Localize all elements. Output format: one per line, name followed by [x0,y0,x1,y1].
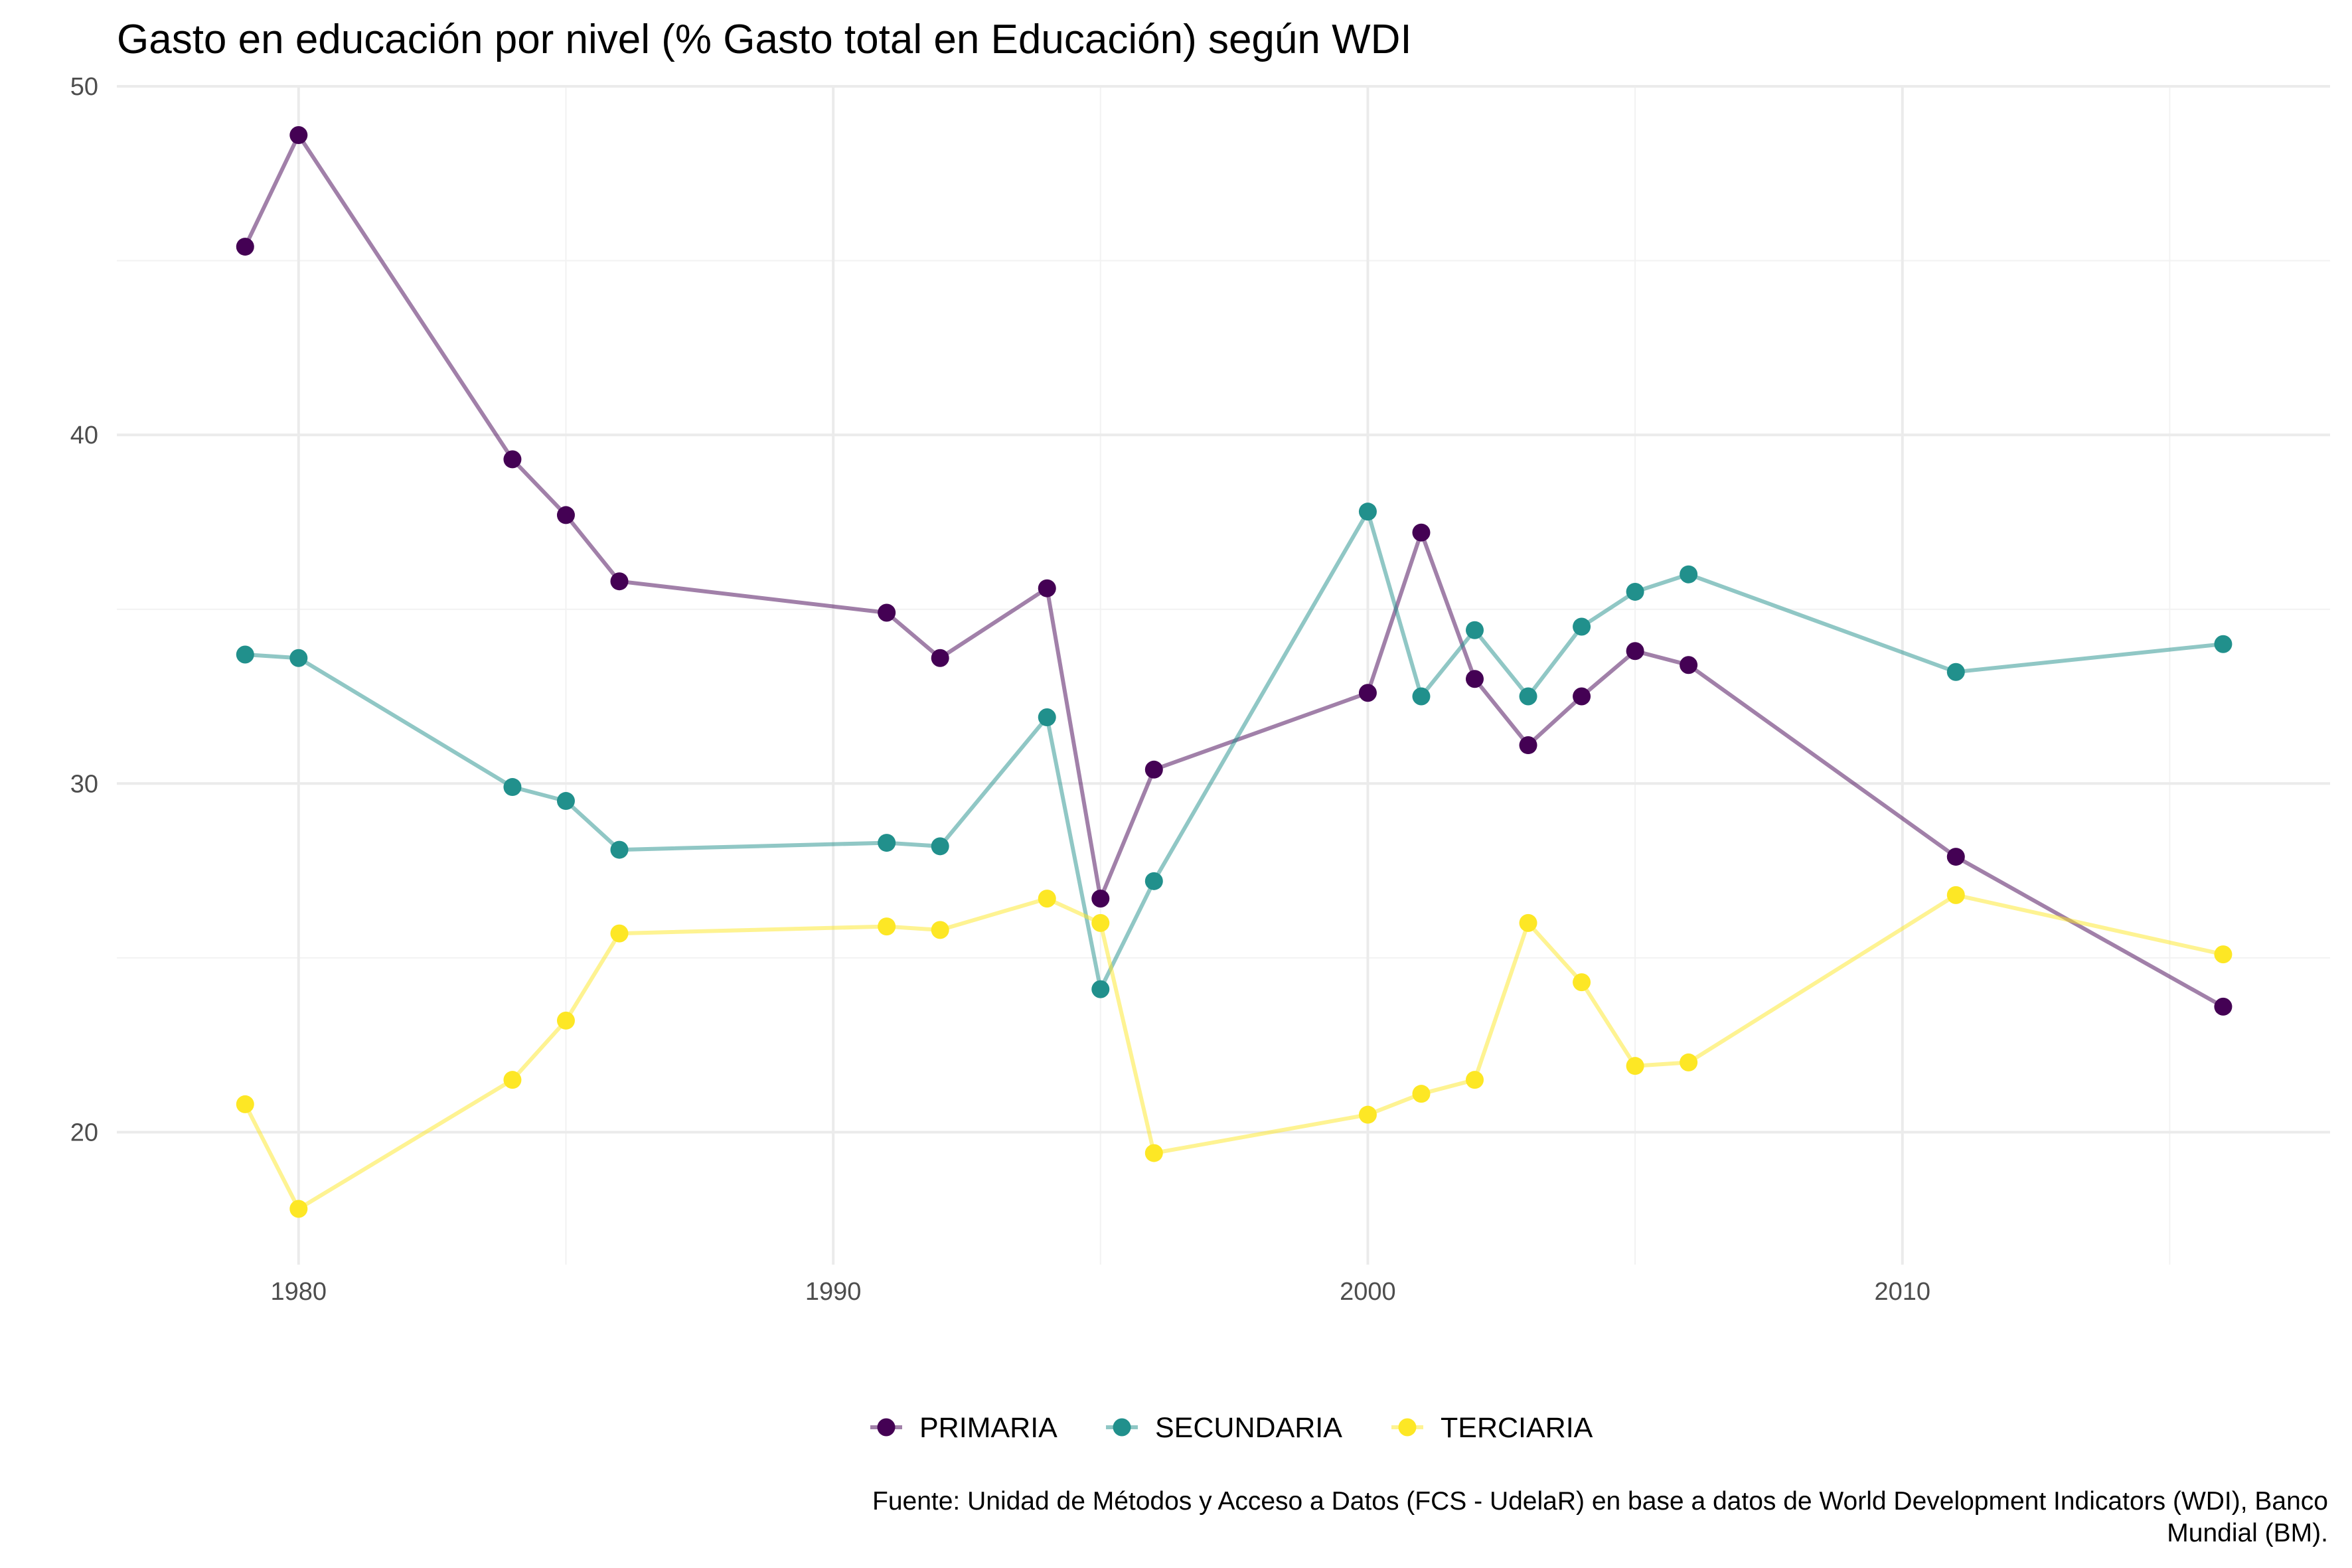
data-point-secundaria [1091,980,1110,998]
data-point-secundaria [1144,872,1163,890]
data-point-secundaria [1626,582,1644,601]
y-tick-label: 50 [70,73,98,101]
legend-label: SECUNDARIA [1155,1412,1342,1444]
data-point-primaria [556,506,575,524]
data-point-secundaria [503,778,522,797]
legend-item-secundaria: SECUNDARIA [1106,1412,1342,1444]
minor-gridlines [117,86,2330,1265]
data-point-secundaria [556,792,575,811]
data-point-secundaria [610,840,629,859]
data-point-primaria [1626,642,1644,661]
data-point-terciaria [1412,1085,1431,1103]
caption-line-1: Fuente: Unidad de Métodos y Acceso a Dat… [872,1487,2328,1516]
data-point-secundaria [931,837,949,856]
data-point-primaria [1680,656,1698,674]
data-point-primaria [2214,997,2233,1016]
data-point-secundaria [878,834,896,852]
legend: PRIMARIA SECUNDARIA TERCIARIA [870,1412,1593,1444]
data-point-primaria [289,126,308,145]
data-point-terciaria [1091,913,1110,932]
data-point-terciaria [1573,973,1591,992]
data-point-primaria [1091,890,1110,908]
x-tick-label: 2010 [1874,1278,1930,1306]
data-point-primaria [931,649,949,667]
x-tick-label: 1990 [805,1278,862,1306]
data-point-secundaria [1038,708,1056,727]
data-point-terciaria [236,1095,254,1113]
data-point-primaria [1412,523,1431,542]
data-point-primaria [1573,687,1591,706]
data-point-terciaria [1465,1071,1484,1089]
series-lines [243,133,2225,1211]
data-point-primaria [1144,760,1163,779]
series-line-secundaria [243,509,2225,992]
data-point-primaria [236,238,254,256]
data-point-primaria [878,603,896,622]
data-point-primaria [1519,736,1537,755]
data-point-secundaria [1519,687,1537,706]
data-point-primaria [503,450,522,469]
data-point-secundaria [1412,687,1431,706]
data-point-primaria [1038,579,1056,597]
data-point-terciaria [610,924,629,943]
data-point-terciaria [556,1011,575,1030]
data-point-primaria [610,572,629,591]
series-line-terciaria [243,893,2225,1211]
data-point-primaria [1946,848,1965,866]
y-tick-label: 20 [70,1119,98,1146]
data-point-primaria [1465,670,1484,688]
legend-key-point [877,1418,896,1437]
series-line-primaria [243,133,2225,1009]
data-point-terciaria [1946,886,1965,904]
legend-item-terciaria: TERCIARIA [1391,1412,1593,1444]
data-point-secundaria [236,645,254,664]
data-point-terciaria [2214,945,2233,964]
y-tick-label: 30 [70,770,98,798]
x-tick-label: 1980 [271,1278,327,1306]
data-point-terciaria [1519,913,1537,932]
data-point-secundaria [2214,635,2233,653]
caption-line-2: Mundial (BM). [2167,1519,2328,1547]
y-tick-label: 40 [70,422,98,449]
data-point-terciaria [1680,1053,1698,1071]
data-point-primaria [1358,684,1377,702]
data-point-terciaria [1358,1105,1377,1124]
data-point-terciaria [503,1071,522,1089]
legend-key-point [1113,1418,1131,1437]
data-point-secundaria [1946,663,1965,681]
legend-label: TERCIARIA [1441,1412,1593,1444]
x-axis-ticks: 1980 1990 2000 2010 [271,1278,1930,1306]
x-tick-label: 2000 [1340,1278,1396,1306]
data-point-terciaria [878,917,896,936]
data-point-secundaria [1680,565,1698,584]
data-point-terciaria [931,921,949,939]
data-point-secundaria [1573,617,1591,636]
series-points [236,126,2233,1218]
data-point-terciaria [1626,1057,1644,1075]
data-point-secundaria [289,649,308,667]
data-point-secundaria [1465,621,1484,639]
data-point-terciaria [289,1200,308,1218]
legend-item-primaria: PRIMARIA [870,1412,1058,1444]
data-point-terciaria [1144,1144,1163,1162]
y-axis-ticks: 20 30 40 50 [70,73,98,1146]
data-point-secundaria [1358,503,1377,521]
data-point-terciaria [1038,890,1056,908]
legend-key-point [1398,1418,1417,1437]
chart-title: Gasto en educación por nivel (% Gasto to… [117,17,1412,62]
legend-label: PRIMARIA [919,1412,1058,1444]
major-gridlines [117,85,2330,1265]
